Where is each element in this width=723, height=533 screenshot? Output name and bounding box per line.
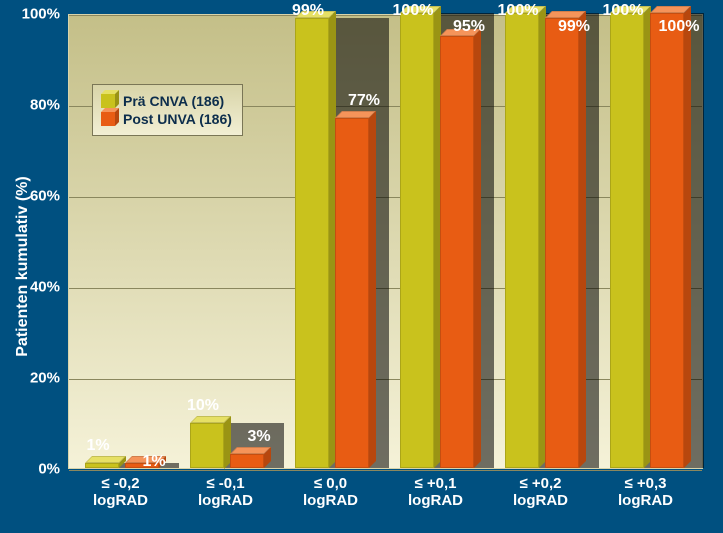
- x-tick-label: ≤ -0,2logRAD: [68, 475, 173, 510]
- x-tick-sub: logRAD: [278, 492, 383, 509]
- bar: [610, 13, 644, 468]
- y-tick-label: 0%: [0, 461, 60, 478]
- bar: [230, 454, 264, 468]
- x-tick-main: ≤ -0,1: [173, 475, 278, 492]
- bar-value-label: 3%: [234, 428, 284, 446]
- bar: [650, 13, 684, 468]
- legend-item: Post UNVA (186): [101, 111, 232, 127]
- bar-value-label: 100%: [388, 2, 438, 20]
- x-tick-sub: logRAD: [383, 492, 488, 509]
- legend-swatch-icon: [101, 94, 115, 108]
- bar-value-label: 1%: [129, 453, 179, 471]
- y-tick-label: 40%: [0, 279, 60, 296]
- x-tick-sub: logRAD: [68, 492, 173, 509]
- x-tick-sub: logRAD: [173, 492, 278, 509]
- bar-value-label: 95%: [444, 18, 494, 36]
- x-tick-main: ≤ +0,3: [593, 475, 698, 492]
- x-tick-label: ≤ -0,1logRAD: [173, 475, 278, 510]
- legend-item: Prä CNVA (186): [101, 93, 232, 109]
- x-tick-label: ≤ +0,1logRAD: [383, 475, 488, 510]
- x-tick-main: ≤ -0,2: [68, 475, 173, 492]
- bar: [400, 13, 434, 468]
- bar: [505, 13, 539, 468]
- bar-value-label: 99%: [283, 2, 333, 20]
- bar-value-label: 99%: [549, 18, 599, 36]
- y-tick-label: 80%: [0, 97, 60, 114]
- legend-label: Post UNVA (186): [123, 111, 232, 127]
- x-tick-sub: logRAD: [488, 492, 593, 509]
- x-tick-main: ≤ 0,0: [278, 475, 383, 492]
- x-tick-sub: logRAD: [593, 492, 698, 509]
- x-tick-label: ≤ +0,3logRAD: [593, 475, 698, 510]
- bar-value-label: 100%: [493, 2, 543, 20]
- x-tick-main: ≤ +0,1: [383, 475, 488, 492]
- y-axis-title: Patienten kumulativ (%): [14, 0, 32, 533]
- bar: [190, 423, 224, 469]
- bar-value-label: 77%: [339, 92, 389, 110]
- bar: [295, 18, 329, 468]
- y-tick-label: 20%: [0, 370, 60, 387]
- bar: [335, 118, 369, 468]
- x-tick-main: ≤ +0,2: [488, 475, 593, 492]
- bar-value-label: 10%: [178, 397, 228, 415]
- legend: Prä CNVA (186) Post UNVA (186): [92, 84, 243, 136]
- y-tick-label: 60%: [0, 188, 60, 205]
- chart-container: Patienten kumulativ (%) Prä CNVA (186) P…: [0, 0, 723, 533]
- y-tick-label: 100%: [0, 6, 60, 23]
- legend-label: Prä CNVA (186): [123, 93, 224, 109]
- x-tick-label: ≤ +0,2logRAD: [488, 475, 593, 510]
- bar: [545, 18, 579, 468]
- bar: [440, 36, 474, 468]
- bar: [85, 463, 119, 468]
- plot-area: [68, 14, 703, 469]
- bar-value-label: 100%: [598, 2, 648, 20]
- bar-value-label: 1%: [73, 437, 123, 455]
- legend-swatch-icon: [101, 112, 115, 126]
- bar-value-label: 100%: [654, 18, 704, 36]
- x-tick-label: ≤ 0,0logRAD: [278, 475, 383, 510]
